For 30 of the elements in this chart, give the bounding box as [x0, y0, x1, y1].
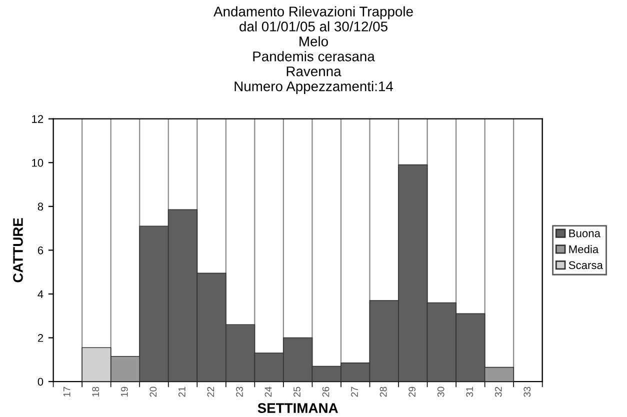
y-tick-label: 0 [38, 378, 44, 386]
x-tick-label: 30 [437, 386, 444, 397]
x-tick-label: 20 [150, 386, 157, 397]
x-tick-label: 31 [466, 386, 474, 397]
legend-label: Buona [569, 230, 600, 238]
x-tick-label: 18 [92, 386, 100, 396]
x-tick-label: 32 [494, 386, 502, 397]
y-tick-label: 10 [32, 158, 44, 167]
x-tick-label: 22 [207, 386, 214, 397]
x-tick-label: 27 [351, 386, 358, 397]
x-tick-label: 33 [524, 386, 531, 397]
y-tick-label: 12 [32, 115, 44, 123]
y-axis-title: CATTURE [13, 218, 23, 282]
legend-label: Media [569, 245, 599, 254]
x-tick-label: 25 [294, 386, 300, 397]
x-axis-title: SETTIMANA [258, 403, 338, 413]
x-tick-label: 24 [264, 386, 272, 397]
x-tick-label: 21 [178, 386, 186, 397]
x-tick-label: 29 [408, 386, 416, 397]
y-tick-label: 4 [38, 290, 44, 298]
y-tick-label: 8 [38, 202, 44, 211]
legend-label: Scarsa [568, 261, 603, 270]
x-tick-label: 28 [380, 386, 387, 397]
x-tick-label: 17 [64, 386, 70, 396]
chart-title: Andamento Rilevazioni Trappole dal 01/01/05 al 30/12/05 Melo Pandemis cerasana Ravenna Numero Appezzamenti:14 [214, 6, 413, 94]
x-tick-label: 26 [322, 386, 330, 397]
y-tick-label: 2 [38, 334, 44, 342]
y-tick-label: 6 [38, 246, 44, 254]
x-tick-label: 23 [236, 386, 243, 397]
x-tick-label: 19 [120, 386, 128, 396]
